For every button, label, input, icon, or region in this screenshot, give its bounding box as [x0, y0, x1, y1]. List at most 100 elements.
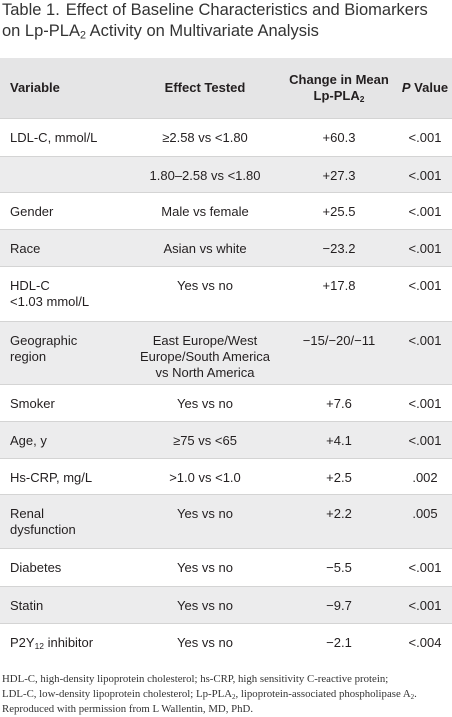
- table-cell: <.004: [398, 623, 452, 660]
- header-cell: P Value: [398, 58, 452, 119]
- cell-text: East Europe/West: [152, 333, 258, 348]
- table-cell: +17.8: [280, 266, 398, 322]
- cell-text: .002: [412, 470, 438, 485]
- table-cell: >1.0 vs <1.0: [130, 458, 280, 495]
- cell-text: −5.5: [326, 560, 352, 575]
- table-cell: <.001: [398, 192, 452, 230]
- table-row: Renal dysfunction Yes vs no +2.2 .005: [0, 494, 452, 549]
- footnote-line: Reproduced with permission from L Wallen…: [2, 703, 254, 715]
- table-cell: Yes vs no: [130, 384, 280, 422]
- table-row: Diabetes Yes vs no −5.5 <.001: [0, 548, 452, 587]
- table-cell: <.001: [398, 586, 452, 624]
- cell-text: <.001: [408, 433, 442, 448]
- cell-subscript: 12: [34, 641, 44, 652]
- table-row: HDL-C <1.03 mmol/L Yes vs no +17.8 <.001: [0, 266, 452, 322]
- header-row: Variable Effect Tested Change in Mean Lp-…: [0, 58, 452, 119]
- footnote-subscript: 2: [410, 692, 415, 701]
- cell-text: +27.3: [322, 168, 356, 183]
- cell-text: 1.80–2.58 vs <1.80: [149, 168, 261, 183]
- title-subscript: 2: [79, 29, 86, 42]
- header-cell: Change in Mean Lp-PLA2: [280, 58, 398, 119]
- table-cell: Asian vs white: [130, 229, 280, 267]
- cell-text: Yes vs no: [177, 635, 233, 650]
- cell-text: +7.6: [326, 396, 352, 411]
- cell-text: +17.8: [322, 278, 356, 293]
- cell-text: +60.3: [322, 130, 356, 145]
- table-cell: Race: [0, 229, 130, 267]
- table-row: LDL-C, mmol/L ≥2.58 vs <1.80 +60.3 <.001: [0, 118, 452, 157]
- cell-text: inhibitor: [43, 635, 94, 650]
- table-cell: +2.5: [280, 458, 398, 495]
- table-cell: LDL-C, mmol/L: [0, 118, 130, 157]
- cell-text: <.001: [408, 598, 442, 613]
- table-cell: <.001: [398, 229, 452, 267]
- cell-text: −2.1: [326, 635, 352, 650]
- cell-text: <.001: [408, 130, 442, 145]
- table-cell: ≥2.58 vs <1.80: [130, 118, 280, 157]
- table-cell: 1.80–2.58 vs <1.80: [130, 156, 280, 193]
- cell-text: .005: [412, 506, 438, 521]
- table-row: Age, y ≥75 vs <65 +4.1 <.001: [0, 421, 452, 459]
- table-cell: +60.3: [280, 118, 398, 157]
- table-cell: <.001: [398, 384, 452, 422]
- table-cell: +27.3: [280, 156, 398, 193]
- cell-text: Yes vs no: [177, 278, 233, 293]
- table-row: Smoker Yes vs no +7.6 <.001: [0, 384, 452, 422]
- cell-text: HDL-C: [10, 278, 50, 293]
- cell-text: −15/−20/−11: [302, 333, 376, 348]
- cell-text: Europe/South America: [139, 349, 271, 364]
- data-table: Variable Effect Tested Change in Mean Lp-…: [0, 58, 452, 660]
- table-row: Race Asian vs white −23.2 <.001: [0, 229, 452, 267]
- cell-text: P2Y: [10, 635, 35, 650]
- cell-text: Hs-CRP, mg/L: [10, 470, 93, 485]
- cell-text: +25.5: [322, 204, 356, 219]
- table-cell: −23.2: [280, 229, 398, 267]
- table-cell: Male vs female: [130, 192, 280, 230]
- footnote-text: , lipoprotein-associated phospholipase A: [235, 688, 411, 700]
- table-cell: Yes vs no: [130, 586, 280, 624]
- cell-text: +4.1: [326, 433, 352, 448]
- table-row: 1.80–2.58 vs <1.80 +27.3 <.001: [0, 156, 452, 193]
- table-cell: [0, 156, 130, 193]
- cell-text: <1.03 mmol/L: [10, 294, 90, 309]
- table-cell: <.001: [398, 156, 452, 193]
- cell-text: Yes vs no: [177, 560, 233, 575]
- table-cell: +7.6: [280, 384, 398, 422]
- header-text: Variable: [10, 80, 60, 95]
- footnote-text: LDL-C, low-density lipoprotein cholester…: [2, 688, 232, 700]
- table-cell: Statin: [0, 586, 130, 624]
- table-cell: <.001: [398, 548, 452, 587]
- table-cell: Yes vs no: [130, 266, 280, 322]
- cell-text: <.001: [408, 278, 442, 293]
- table-cell: Renal dysfunction: [0, 494, 130, 549]
- header-text: Value: [410, 80, 449, 95]
- table-row: Hs-CRP, mg/L >1.0 vs <1.0 +2.5 .002: [0, 458, 452, 495]
- title-text: Activity on Multivariate Analysis: [85, 22, 319, 40]
- table-cell: <.001: [398, 118, 452, 157]
- table-cell: Yes vs no: [130, 494, 280, 549]
- cell-text: Yes vs no: [177, 396, 233, 411]
- table-cell: −9.7: [280, 586, 398, 624]
- table-cell: .002: [398, 458, 452, 495]
- footnote-line: LDL-C, low-density lipoprotein cholester…: [2, 687, 450, 702]
- cell-text: −9.7: [326, 598, 352, 613]
- table-row: P2Y12 inhibitor Yes vs no −2.1 <.004: [0, 623, 452, 660]
- cell-text: Asian vs white: [163, 241, 247, 256]
- title-text: Effect of Baseline Characteristics and B…: [65, 1, 428, 19]
- table-cell: Gender: [0, 192, 130, 230]
- header-cell: Variable: [0, 58, 130, 119]
- cell-text: Yes vs no: [177, 506, 233, 521]
- title-text: on Lp-PLA: [2, 22, 80, 40]
- table-cell: East Europe/West Europe/South America vs N…: [130, 321, 280, 385]
- cell-text: ≥2.58 vs <1.80: [162, 130, 248, 145]
- table-cell: +2.2: [280, 494, 398, 549]
- cell-text: Geographic: [10, 333, 78, 348]
- cell-text: +2.2: [326, 506, 352, 521]
- table-cell: −5.5: [280, 548, 398, 587]
- table-cell: .005: [398, 494, 452, 549]
- cell-text: Race: [10, 241, 41, 256]
- title-label: Table 1.: [2, 1, 60, 19]
- header-text: Lp-PLA: [313, 88, 360, 103]
- table-cell: +4.1: [280, 421, 398, 459]
